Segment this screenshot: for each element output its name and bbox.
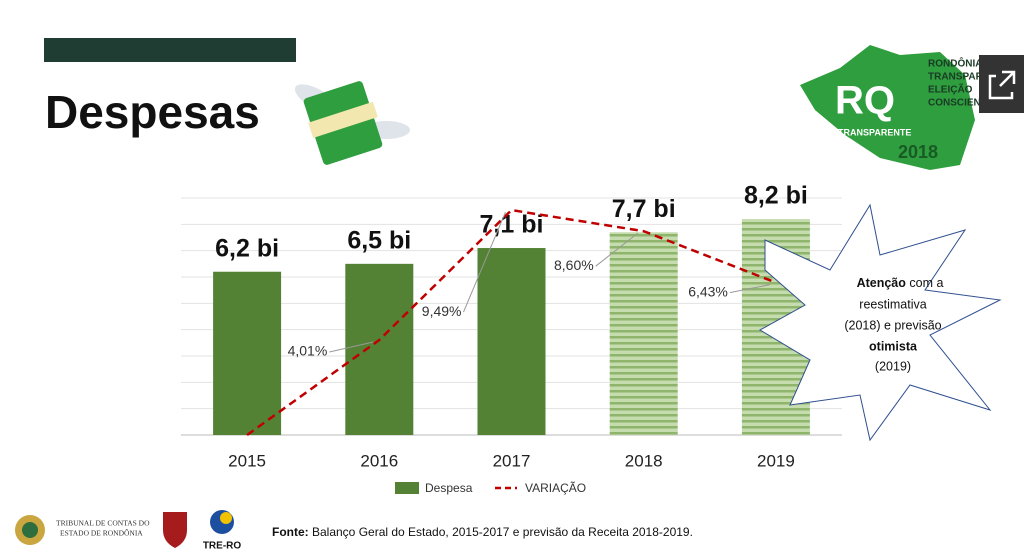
legend-swatch xyxy=(395,482,419,494)
data-label: 7,7 bi xyxy=(612,195,676,223)
data-label: 6,43% xyxy=(688,283,728,299)
data-label: 8,60% xyxy=(554,257,594,273)
legend-label: VARIAÇÃO xyxy=(525,481,586,495)
x-tick-label: 2019 xyxy=(757,451,795,470)
callout-text: otimista xyxy=(869,339,918,353)
callout-text: reestimativa xyxy=(859,297,926,311)
callout-text: (2018) e previsão xyxy=(844,318,941,332)
slide-title: Despesas xyxy=(45,86,260,138)
external-link-button[interactable] xyxy=(979,55,1024,113)
callout-text: Atenção com a xyxy=(857,276,944,290)
source: Fonte: Balanço Geral do Estado, 2015-201… xyxy=(272,525,693,539)
footer: TRIBUNAL DE CONTAS DO ESTADO DE RONDÔNIA… xyxy=(15,510,693,552)
bar xyxy=(345,263,414,435)
chart: 2015 2016 2017 2018 2019 6,2 bi 6,5 bi 7,1 bi 7,… xyxy=(181,182,842,495)
bar xyxy=(609,232,678,435)
logo-line: ELEIÇÃO xyxy=(928,83,973,96)
leader-line xyxy=(595,232,639,267)
tce-name: ESTADO DE RONDÔNIA xyxy=(60,528,143,538)
data-label: 9,49% xyxy=(422,303,462,319)
logo-line: TRANSPARENTE xyxy=(928,72,1010,83)
data-label: 4,01% xyxy=(288,343,328,359)
logo-mark-sub: TRANSPARENTE xyxy=(838,127,911,137)
legend-label: Despesa xyxy=(425,481,473,495)
logo-line: CONSCIENTE xyxy=(928,98,994,109)
callout: Atenção com a reestimativa (2018) e prev… xyxy=(759,203,1002,442)
logo-mark: RQ xyxy=(835,79,895,123)
x-tick-label: 2016 xyxy=(360,451,398,470)
x-tick-label: 2017 xyxy=(493,451,531,470)
leader-line xyxy=(329,341,374,353)
logo-line: RONDÔNIA xyxy=(928,57,982,70)
data-label: 8,2 bi xyxy=(744,182,808,210)
x-tick-label: 2018 xyxy=(625,451,663,470)
bar xyxy=(213,271,282,435)
header-bar xyxy=(44,38,296,62)
tre-name: TRE-RO xyxy=(203,541,242,552)
money-icon xyxy=(294,81,410,165)
data-label: 6,5 bi xyxy=(347,226,411,254)
line xyxy=(246,208,777,437)
tce-name: TRIBUNAL DE CONTAS DO xyxy=(56,519,150,528)
data-label: 7,1 bi xyxy=(480,211,544,239)
data-label: 6,2 bi xyxy=(215,234,279,262)
bar xyxy=(477,248,546,435)
leader-line xyxy=(729,284,770,294)
logo-year: 2018 xyxy=(898,142,938,162)
x-tick-label: 2015 xyxy=(228,451,266,470)
leader-line xyxy=(463,211,506,313)
rq-logo: RQ TRANSPARENTE 2018 RONDÔNIA TRANSPAREN… xyxy=(800,45,1010,170)
callout-text: (2019) xyxy=(875,359,911,373)
